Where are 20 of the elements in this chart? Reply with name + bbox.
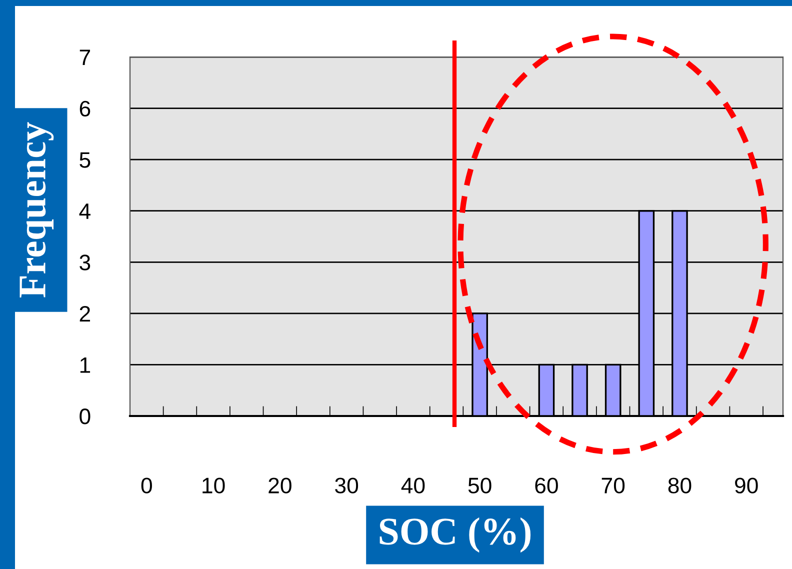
y-tick-label: 7: [80, 50, 90, 66]
y-tick-label: 2: [80, 306, 90, 322]
x-tick-label: 30: [335, 478, 358, 494]
x-tick-label: 10: [202, 478, 225, 494]
x-axis-title: SOC (%): [380, 517, 531, 553]
x-tick-label: 50: [468, 478, 492, 494]
y-tick-label: 1: [80, 357, 90, 373]
y-tick-label: 4: [79, 204, 90, 219]
x-tick-label: 20: [268, 478, 292, 494]
x-tick-label: 0: [141, 478, 152, 494]
x-tick-label: 40: [401, 478, 425, 494]
y-axis-title: Frequency: [20, 122, 54, 298]
x-tick-label: 70: [602, 478, 625, 494]
y-tick-label: 0: [80, 408, 90, 424]
y-tick-label: 5: [80, 152, 90, 168]
y-tick-label: 6: [80, 100, 90, 117]
x-tick-label: 90: [735, 478, 758, 494]
x-tick-label: 80: [668, 478, 692, 494]
x-tick-label: 60: [535, 478, 558, 494]
y-tick-label: 3: [80, 254, 90, 270]
